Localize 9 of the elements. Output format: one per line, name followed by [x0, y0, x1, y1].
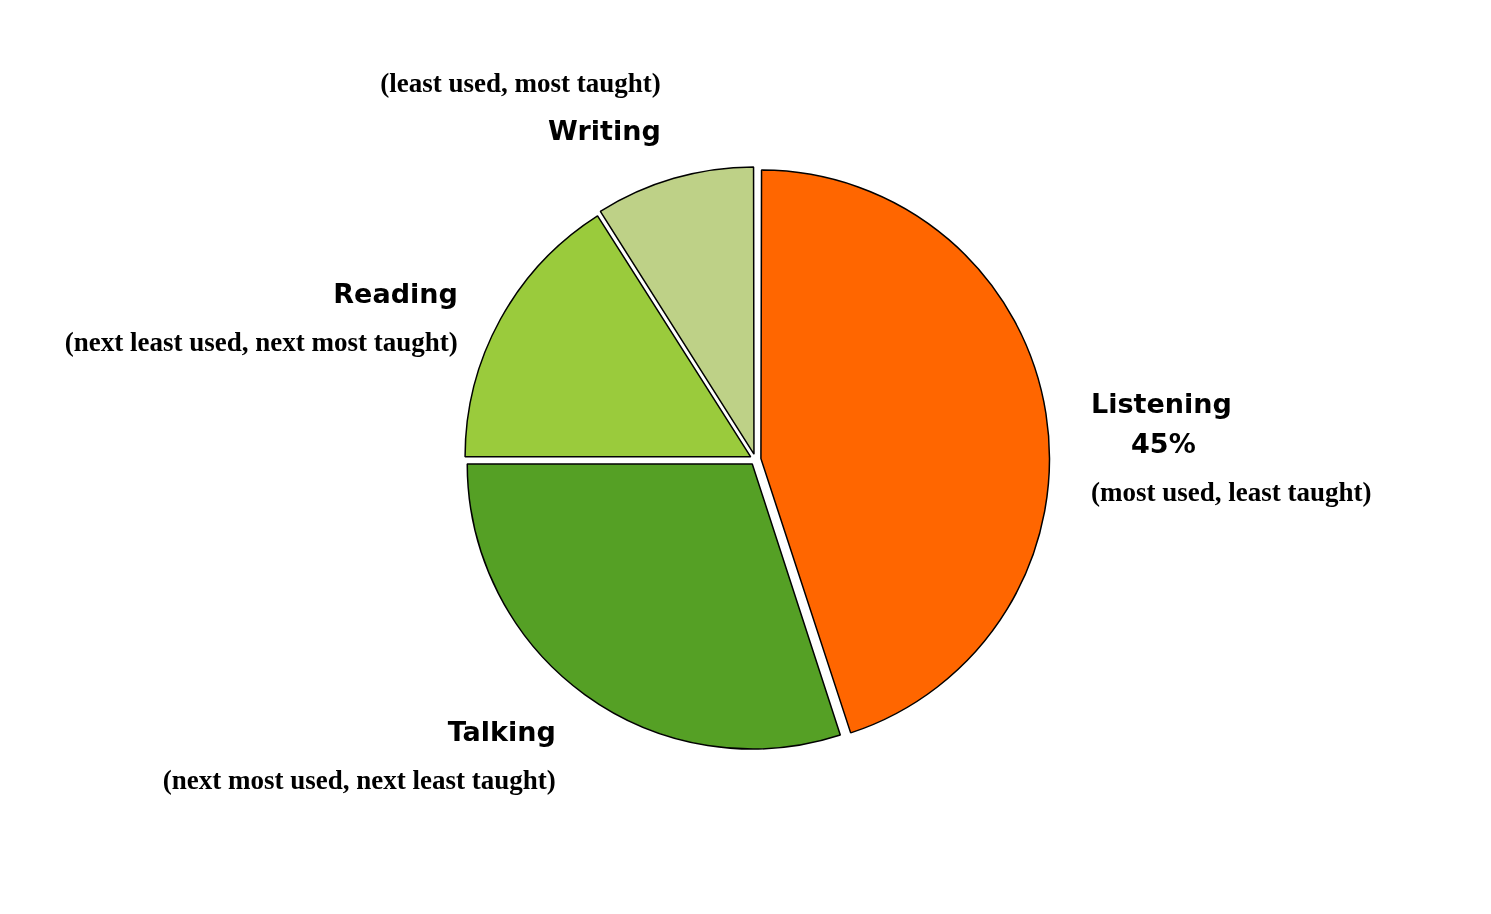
slice-label: Talking — [447, 716, 556, 748]
slice-label: Writing — [548, 115, 661, 147]
slice-label: Reading — [333, 277, 458, 309]
text: (next most used, next least taught) — [162, 765, 556, 796]
slice-label: Listening — [1091, 388, 1232, 420]
data-label: 45% — [1131, 428, 1196, 460]
text: (most used, least taught) — [1091, 477, 1372, 508]
text: (least used, most taught) — [380, 68, 661, 99]
text: (next least used, next most taught) — [64, 326, 458, 357]
